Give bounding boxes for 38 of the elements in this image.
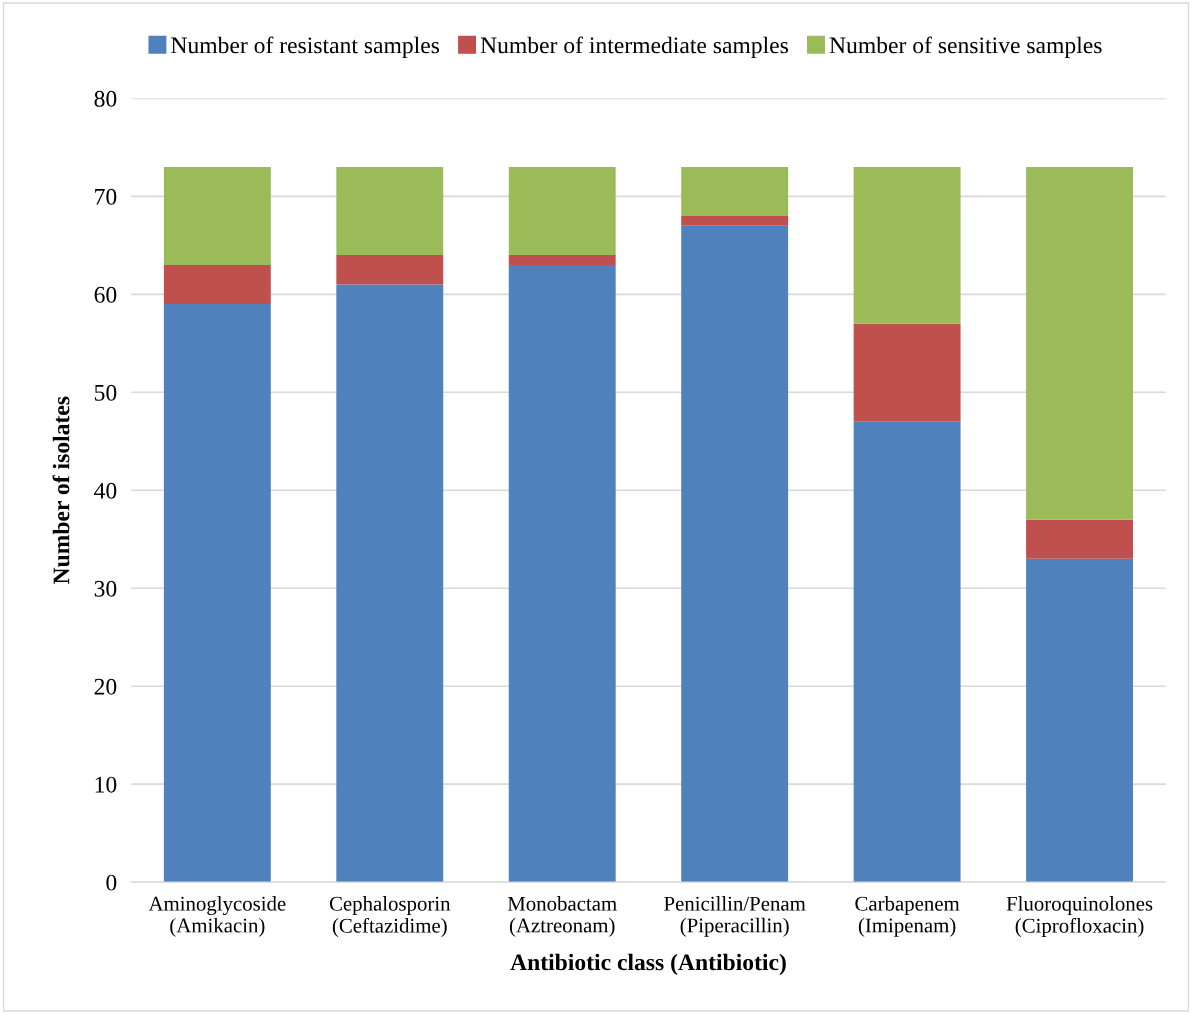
- bar: [681, 225, 789, 883]
- legend-label: Number of intermediate samples: [480, 36, 788, 59]
- x-tick-label: Monobactam (Aztreonam): [507, 896, 617, 937]
- bar: [853, 421, 961, 883]
- y-tick-label: 60: [94, 286, 117, 303]
- bar: [508, 255, 616, 265]
- y-axis-title: Number of isolates: [52, 396, 70, 585]
- bar: [336, 255, 444, 285]
- y-tick-label: 20: [94, 678, 117, 695]
- bar: [853, 166, 961, 324]
- y-tick-label: 0: [106, 874, 117, 891]
- bar: [336, 284, 444, 883]
- y-tick-label: 50: [94, 384, 117, 401]
- bar: [1026, 166, 1134, 520]
- x-tick-label: Penicillin/Penam (Piperacillin): [664, 896, 806, 937]
- x-tick-label: Cephalosporin (Ceftazidime): [329, 896, 451, 937]
- legend-label: Number of sensitive samples: [829, 36, 1102, 59]
- bar: [163, 166, 271, 265]
- y-tick-label: 10: [95, 776, 117, 793]
- legend-label: Number of resistant samples: [171, 36, 440, 59]
- y-tick-label: 40: [94, 482, 117, 499]
- y-tick-label: 80: [94, 90, 117, 107]
- bar: [336, 166, 444, 256]
- y-tick-label: 30: [94, 580, 117, 597]
- bar: [163, 304, 271, 883]
- bar: [508, 166, 616, 256]
- x-tick-label: Carbapenem (Imipenam): [855, 896, 960, 937]
- bar: [508, 264, 616, 883]
- bar: [681, 166, 789, 216]
- bar: [681, 215, 789, 226]
- bar: [853, 323, 961, 422]
- bar: [1026, 558, 1134, 883]
- x-axis-title: Antibiotic class (Antibiotic): [510, 953, 786, 976]
- bar: [163, 264, 271, 305]
- x-tick-label: Aminoglycoside (Amikacin): [148, 896, 286, 937]
- bar: [1026, 519, 1134, 559]
- y-tick-label: 70: [95, 188, 117, 205]
- x-tick-label: Fluoroquinolones (Ciprofloxacin): [1006, 896, 1153, 937]
